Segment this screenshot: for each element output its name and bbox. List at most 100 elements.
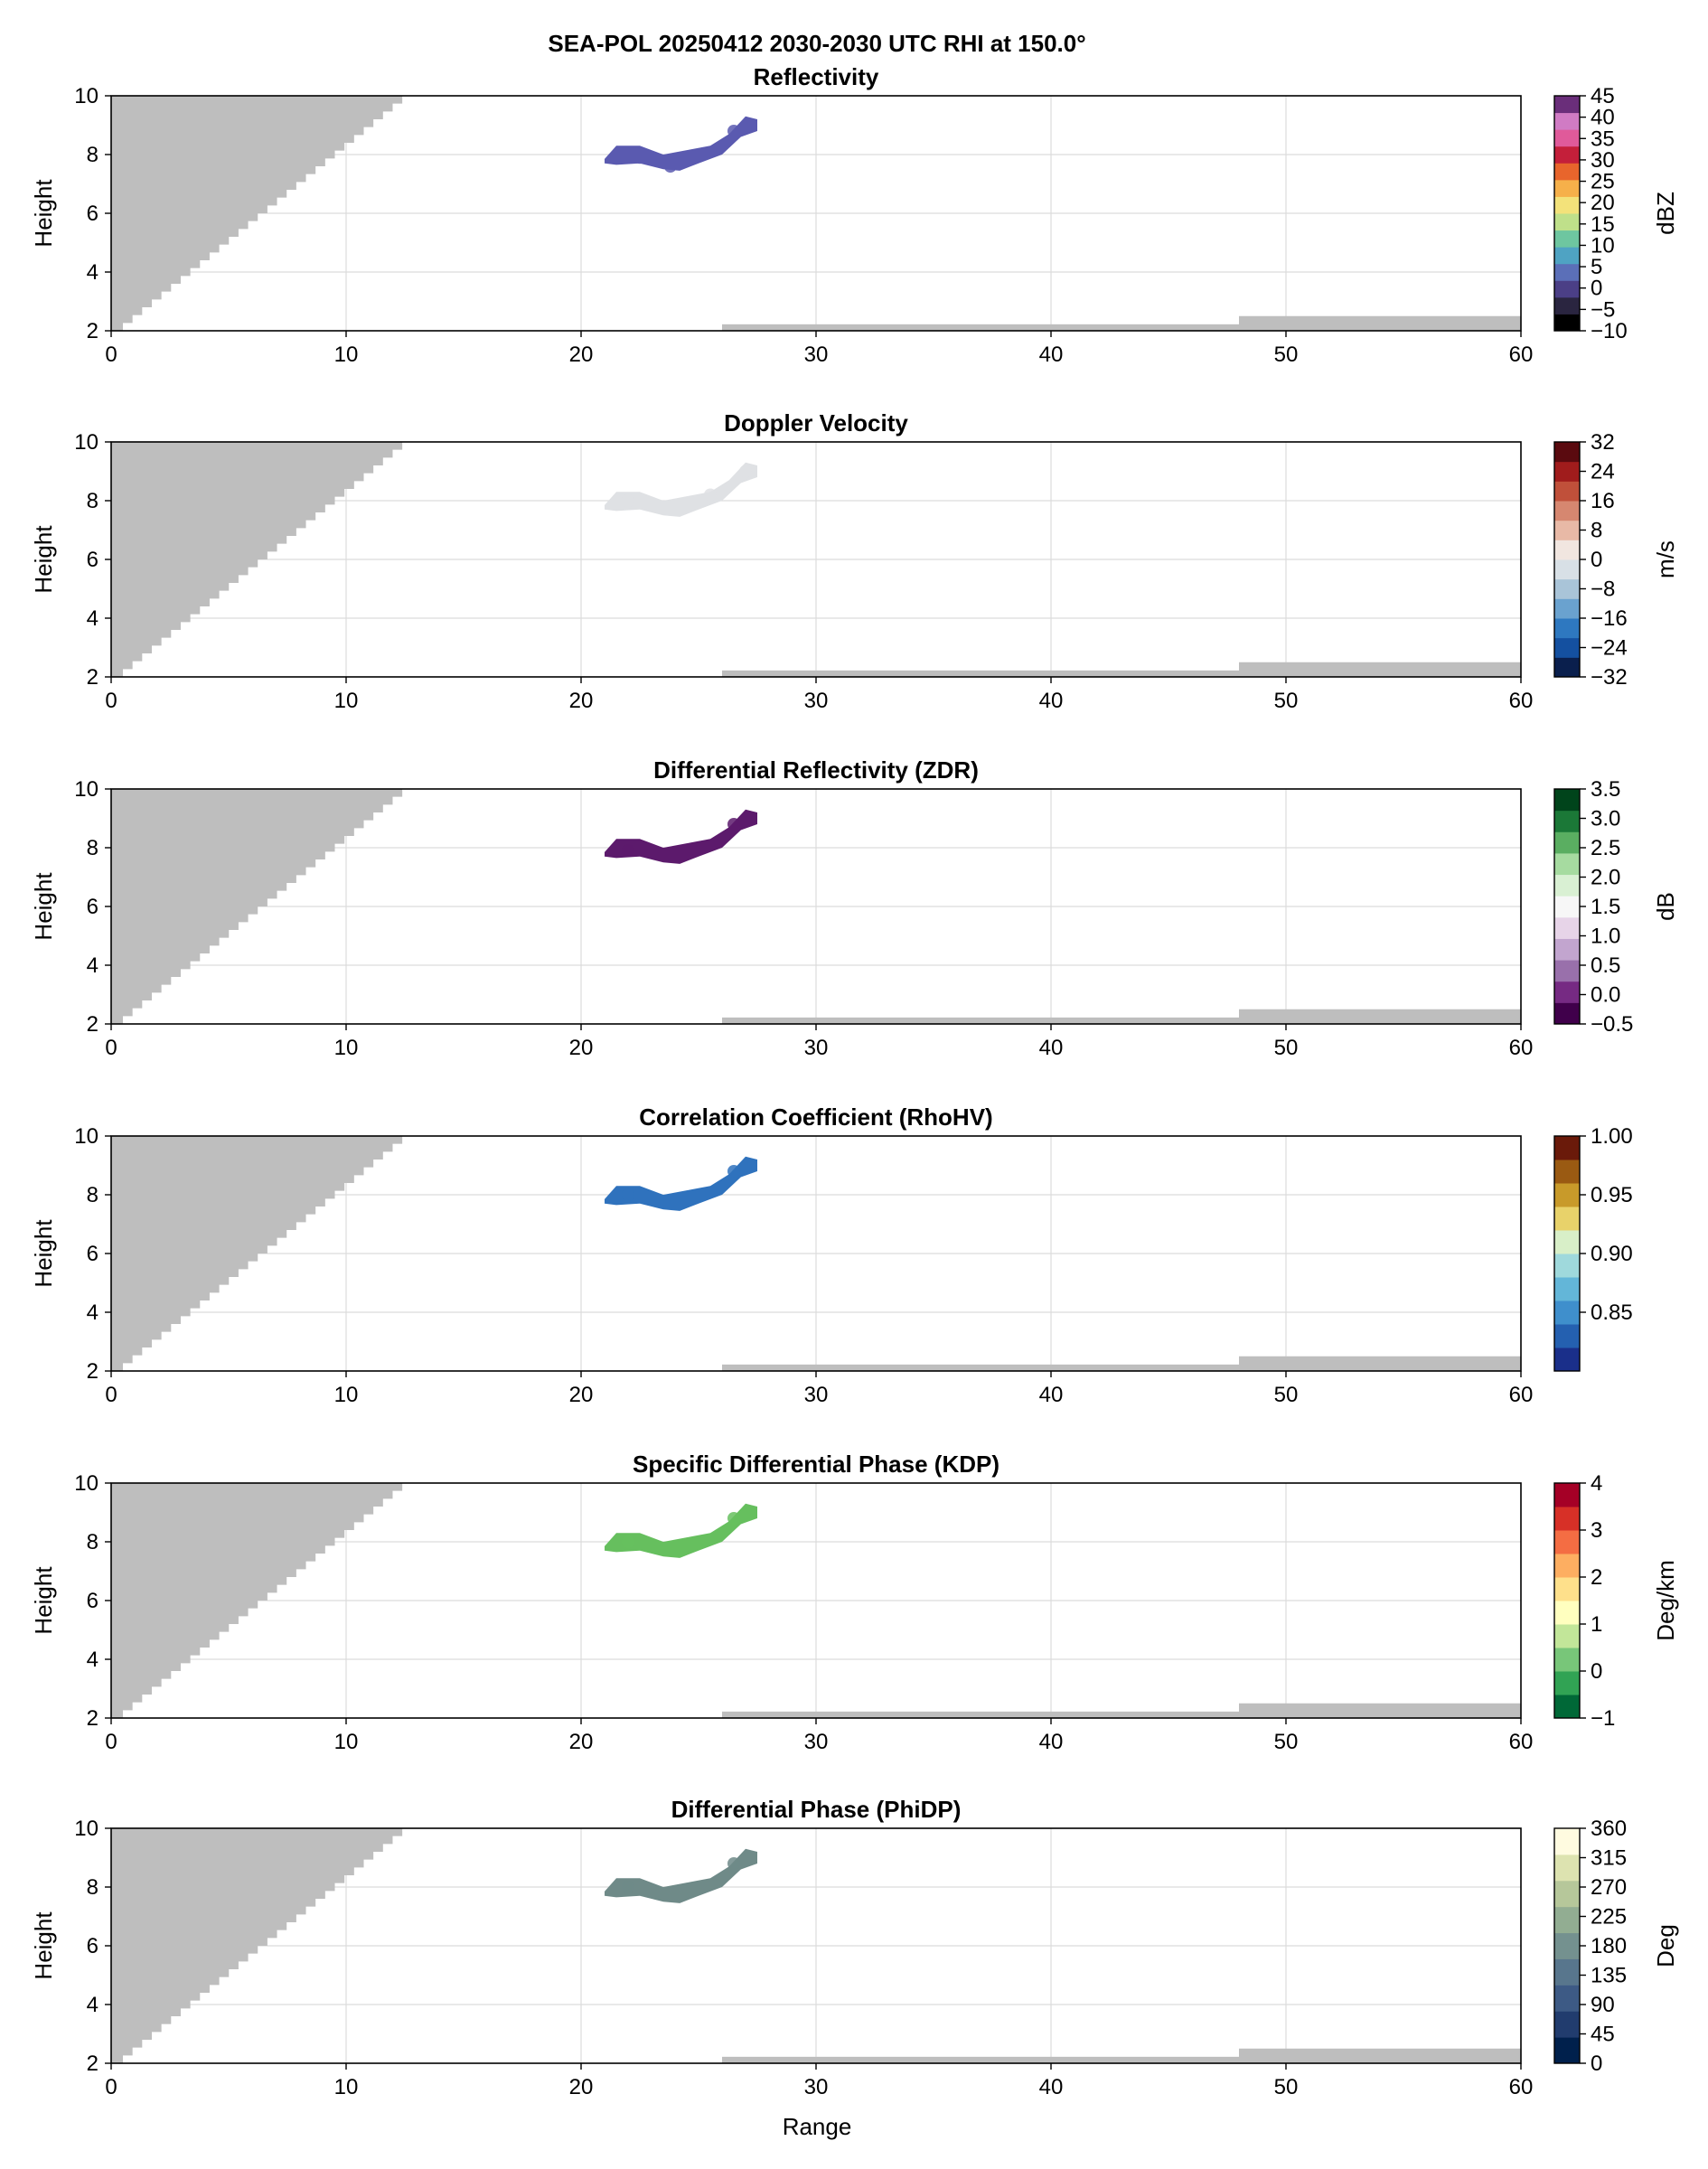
- x-tick-label: 40: [1039, 1036, 1064, 1060]
- colorbar-label: dB: [1652, 892, 1679, 921]
- x-tick-label: 50: [1274, 343, 1299, 367]
- colorbar-segment: [1554, 461, 1580, 482]
- echo-cell: [622, 1881, 634, 1893]
- x-tick-label: 10: [334, 1036, 359, 1060]
- x-tick-label: 30: [804, 689, 829, 713]
- y-tick-label: 8: [87, 1183, 99, 1207]
- colorbar-segment: [1554, 2011, 1580, 2038]
- x-tick-label: 60: [1509, 1383, 1534, 1407]
- colorbar-segment: [1554, 1577, 1580, 1601]
- x-tick-label: 60: [1509, 343, 1534, 367]
- y-tick-label: 10: [74, 1817, 99, 1841]
- colorbar-segment: [1554, 1906, 1580, 1934]
- colorbar-segment: [1554, 1624, 1580, 1648]
- colorbar-segment: [1554, 112, 1580, 130]
- panel-title: Correlation Coefficient (RhoHV): [639, 1103, 992, 1131]
- colorbar-tick-label: 25: [1591, 170, 1615, 194]
- clutter-bar: [722, 1017, 1239, 1024]
- colorbar-segment: [1554, 618, 1580, 639]
- colorbar-tick-label: 4: [1591, 1471, 1602, 1496]
- echo-cell: [704, 488, 717, 502]
- y-tick-label: 10: [74, 777, 99, 802]
- y-tick-label: 10: [74, 1471, 99, 1496]
- colorbar-segment: [1554, 1160, 1580, 1184]
- panel-title: Differential Reflectivity (ZDR): [653, 756, 979, 784]
- y-tick-label: 2: [87, 319, 99, 343]
- colorbar-segment: [1554, 442, 1580, 463]
- colorbar-tick-label: 0: [1591, 548, 1602, 572]
- x-tick-label: 30: [804, 1383, 829, 1407]
- x-tick-label: 10: [334, 2075, 359, 2099]
- x-tick-label: 60: [1509, 2075, 1534, 2099]
- x-tick-label: 40: [1039, 1383, 1064, 1407]
- y-tick-label: 4: [87, 1648, 99, 1672]
- echo-cell: [727, 1857, 740, 1870]
- echo-region: [605, 116, 757, 171]
- echo-cell: [727, 1165, 740, 1178]
- colorbar-tick-label: 15: [1591, 212, 1615, 237]
- colorbar-tick-label: 16: [1591, 489, 1615, 513]
- colorbar-segment: [1554, 1932, 1580, 1959]
- x-tick-label: 30: [804, 1730, 829, 1754]
- colorbar-segment: [1554, 831, 1580, 854]
- colorbar-tick-label: 0.95: [1591, 1183, 1633, 1207]
- colorbar-tick-label: −1: [1591, 1706, 1615, 1731]
- colorbar-segment: [1554, 789, 1580, 812]
- colorbar-segment: [1554, 598, 1580, 619]
- colorbar-tick-label: 0.85: [1591, 1300, 1633, 1325]
- colorbar-segment: [1554, 1530, 1580, 1554]
- x-tick-label: 40: [1039, 1730, 1064, 1754]
- colorbar-segment: [1554, 2037, 1580, 2064]
- colorbar-segment: [1554, 1648, 1580, 1672]
- figure-xlabel: Range: [783, 2113, 852, 2140]
- y-axis-label: Height: [30, 179, 57, 248]
- echo-region: [605, 1156, 757, 1211]
- colorbar-tick-label: 0: [1591, 2052, 1602, 2076]
- blocked-region: [111, 789, 412, 1024]
- colorbar-tick-label: 225: [1591, 1905, 1627, 1930]
- x-tick-label: 30: [804, 1036, 829, 1060]
- colorbar-tick-label: 360: [1591, 1817, 1627, 1841]
- colorbar-segment: [1554, 1601, 1580, 1625]
- x-tick-label: 50: [1274, 689, 1299, 713]
- x-tick-label: 0: [105, 1383, 117, 1407]
- colorbar-tick-label: 0.90: [1591, 1242, 1633, 1266]
- colorbar-tick-label: 0.0: [1591, 983, 1620, 1008]
- y-tick-label: 2: [87, 1012, 99, 1037]
- colorbar-tick-label: 30: [1591, 148, 1615, 173]
- echo-cell: [622, 494, 634, 507]
- colorbar-segment: [1554, 938, 1580, 961]
- x-tick-label: 20: [569, 1730, 594, 1754]
- colorbar-segment: [1554, 874, 1580, 897]
- blocked-region: [111, 1483, 412, 1718]
- y-axis-label: Height: [30, 1911, 57, 1980]
- x-tick-label: 60: [1509, 1036, 1534, 1060]
- colorbar-tick-label: 3.5: [1591, 777, 1620, 802]
- colorbar-segment: [1554, 280, 1580, 298]
- x-tick-label: 0: [105, 1036, 117, 1060]
- echo-cell: [663, 160, 677, 173]
- y-tick-label: 6: [87, 548, 99, 572]
- colorbar-segment: [1554, 578, 1580, 599]
- clutter-bar: [722, 324, 1239, 331]
- colorbar-tick-label: 40: [1591, 106, 1615, 130]
- panel-6: Differential Phase (PhiDP)0 10 20 30 40 50 602…: [30, 1796, 1679, 2099]
- colorbar-tick-label: 10: [1591, 233, 1615, 258]
- colorbar-segment: [1554, 129, 1580, 147]
- blocked-region: [111, 96, 412, 331]
- colorbar-tick-label: 315: [1591, 1846, 1627, 1871]
- colorbar-tick-label: 3.0: [1591, 807, 1620, 831]
- echo-region: [605, 809, 757, 864]
- colorbar-segment: [1554, 481, 1580, 502]
- colorbar-tick-label: 24: [1591, 460, 1615, 484]
- colorbar-segment: [1554, 1828, 1580, 1855]
- figure-title: SEA-POL 20250412 2030-2030 UTC RHI at 15…: [548, 30, 1085, 57]
- colorbar-segment: [1554, 960, 1580, 982]
- echo-cell: [727, 818, 740, 831]
- y-axis-label: Height: [30, 1219, 57, 1288]
- colorbar-tick-label: 1.00: [1591, 1124, 1633, 1149]
- colorbar-tick-label: 35: [1591, 127, 1615, 151]
- colorbar-tick-label: 45: [1591, 2023, 1615, 2047]
- x-tick-label: 30: [804, 2075, 829, 2099]
